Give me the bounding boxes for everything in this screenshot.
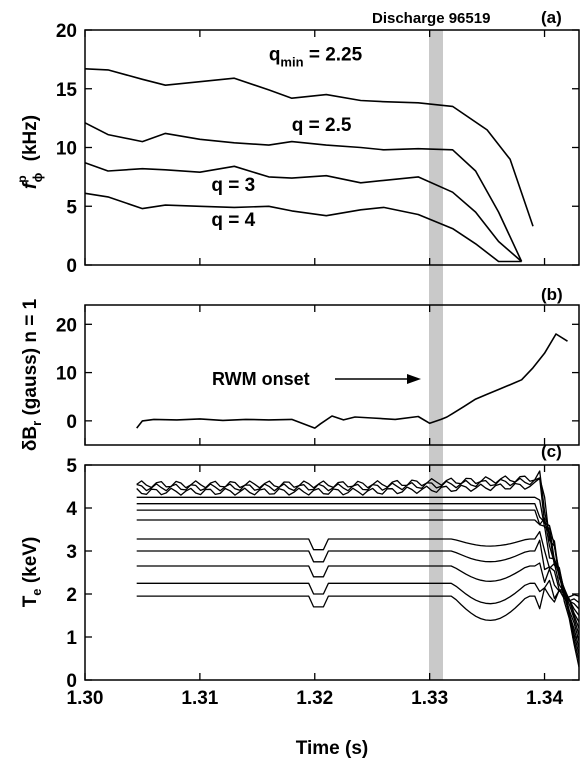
te-channel-line [136,477,580,655]
ylabel-b-main: δB [20,426,41,451]
rwm-onset-label: RWM onset [212,369,310,389]
ylabel-c-main: T [20,595,41,607]
te-channel-line [136,539,580,616]
te-channel-line [136,562,580,610]
panel-c-ytick-label: 3 [66,542,77,563]
panel-a-series-line [84,122,523,262]
panel-a-label: (a) [541,8,562,27]
te-channel-line [136,475,580,668]
panel-a-ytick-label: 0 [66,256,77,277]
x-axis-label: Time (s) [296,738,369,759]
panel-b-label: (b) [541,285,563,304]
te-channel-line [136,519,580,629]
te-channel-line [136,530,580,623]
panel-a-ylabel: fpϕ (kHz) [15,115,45,189]
panel-b-frame [84,304,580,446]
ylabel-c-sub: e [29,588,44,595]
panel-c: (c) 0 1 2 3 4 5 1.30 1.31 1.32 1.33 1.34 Te (keV)… [20,442,580,759]
panel-c-xtick-label: 1.34 [526,688,563,709]
panel-c-ytick-label: 2 [66,585,77,606]
panel-c-ytick-label: 1 [66,628,77,649]
panel-c-xtick-label: 1.33 [411,688,448,709]
panel-a-ytick-label: 5 [66,197,77,218]
ylabel-a-main: f [20,181,41,189]
svg-text:Te (keV): Te (keV) [20,537,44,608]
svg-text:fpϕ (kHz): fpϕ (kHz) [15,115,45,189]
panel-a-ytick-label: 10 [56,139,77,160]
ylabel-b-unit: (gauss) n = 1 [20,298,41,415]
panel-a-ytick-label: 15 [56,80,78,101]
ylabel-a-sub: ϕ [30,172,45,182]
panel-c-xtick-label: 1.32 [296,688,333,709]
ylabel-b-sub: r [29,421,44,426]
panel-c-ytick-label: 0 [66,671,77,692]
panel-a: Discharge 96519 (a) 0 5 10 15 20 qmin = 2.25… [15,8,580,277]
series-label: q = 3 [211,175,255,196]
panel-c-frame [84,464,580,681]
ylabel-a-sup: p [15,175,29,182]
panel-c-ylabel: Te (keV) [20,537,44,608]
te-channel-line [136,503,580,642]
panel-b-ytick-label: 20 [56,315,77,336]
panel-b-series-line [136,333,568,429]
panel-c-xtick-label: 1.30 [67,688,104,709]
panel-b-ytick-label: 10 [56,364,77,385]
rwm-onset-arrowhead [407,374,421,384]
panel-b: (b) 0 10 20 RWM onset δBr (gauss) n = 1 [20,285,580,451]
panel-c-xtick-label: 1.31 [181,688,218,709]
panel-b-ylabel: δBr (gauss) n = 1 [20,298,44,451]
te-channel-line [136,587,580,622]
panel-a-series-line [84,192,522,263]
panel-a-ytick-label: 20 [56,21,77,42]
panel-a-series-line [84,68,534,227]
series-label: q = 2.5 [292,115,352,136]
series-label: q = 4 [211,210,255,231]
series-label: qmin = 2.25 [269,45,363,70]
ylabel-c-unit: (keV) [20,537,41,583]
panel-b-ytick-label: 0 [66,412,77,433]
panel-a-series-line [84,162,523,263]
te-channel-line [136,579,580,605]
te-channel-line [136,509,580,636]
svg-text:δBr (gauss) n = 1: δBr (gauss) n = 1 [20,298,44,451]
discharge-label: Discharge 96519 [372,10,490,27]
panel-c-ytick-label: 4 [66,499,77,520]
te-channel-line [136,496,580,648]
ylabel-a-unit: (kHz) [20,115,41,161]
te-channel-line [136,470,580,661]
panel-c-ytick-label: 5 [66,456,77,477]
onset-band [429,30,443,680]
panel-c-label: (c) [541,442,562,461]
